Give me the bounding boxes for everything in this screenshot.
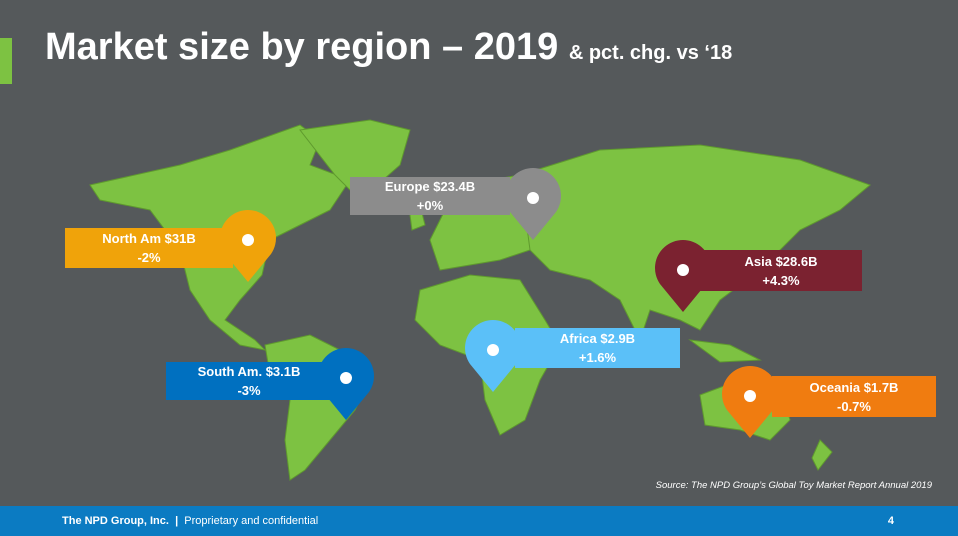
- region-name: North Am $31B: [102, 231, 196, 246]
- accent-bar: [0, 38, 12, 84]
- region-label: Africa $2.9B +1.6%: [515, 328, 680, 368]
- source-note: Source: The NPD Group’s Global Toy Marke…: [655, 480, 932, 491]
- region-change: -0.7%: [837, 398, 871, 414]
- page-number: 4: [887, 515, 894, 527]
- title-text: Market size by region – 2019: [45, 26, 559, 68]
- region-name: South Am. $3.1B: [197, 364, 301, 379]
- region-label: Europe $23.4B +0%: [350, 177, 510, 215]
- region-change: +0%: [416, 198, 444, 213]
- asia: [519, 144, 871, 342]
- region-change: -2%: [137, 250, 161, 265]
- region-label: Asia $28.6B +4.3%: [700, 250, 862, 291]
- region-label: South Am. $3.1B -3%: [166, 362, 332, 400]
- region-change: +1.6%: [578, 350, 617, 365]
- region-change: +4.3%: [762, 272, 800, 288]
- region-change: -3%: [237, 383, 261, 398]
- footer-left: The NPD Group, Inc. | Proprietary and co…: [62, 515, 318, 527]
- region-label: North Am $31B -2%: [65, 228, 233, 268]
- pins: [220, 168, 778, 438]
- company: The NPD Group, Inc.: [62, 515, 169, 527]
- region-name: Europe $23.4B: [384, 179, 476, 194]
- region-name: Oceania $1.7B: [809, 379, 899, 395]
- region-name: Asia $28.6B: [744, 253, 818, 269]
- subtitle: & pct. chg. vs ‘18: [568, 42, 733, 64]
- separator: |: [175, 515, 179, 527]
- region-label: Oceania $1.7B -0.7%: [772, 376, 936, 417]
- confidential-note: Proprietary and confidential: [184, 515, 319, 527]
- title: Market size by region – 2019 & pct. chg.…: [45, 26, 732, 69]
- region-name: Africa $2.9B: [559, 331, 636, 346]
- footer: The NPD Group, Inc. | Proprietary and co…: [0, 506, 958, 536]
